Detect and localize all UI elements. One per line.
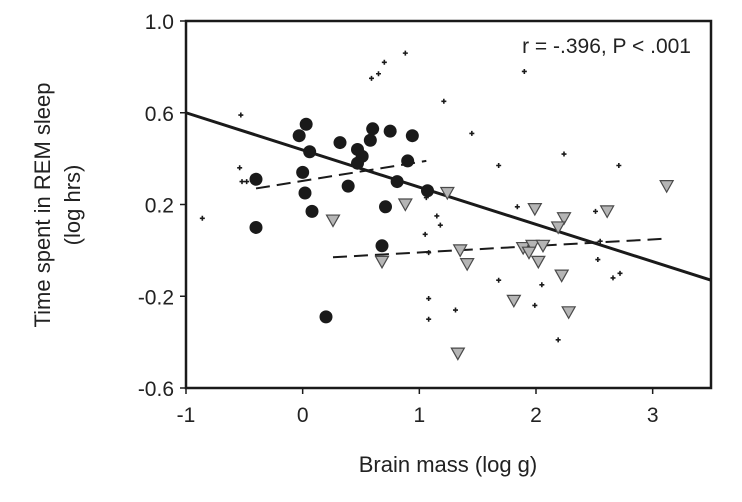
circle-point	[366, 122, 380, 136]
cross-point	[539, 282, 545, 288]
circles-series	[249, 117, 434, 324]
cross-point	[199, 215, 205, 221]
circle-point	[390, 175, 404, 189]
circle-point	[299, 117, 313, 131]
circle-point	[298, 186, 312, 200]
cross-point	[561, 151, 567, 157]
cross-point	[369, 75, 374, 81]
x-tick-label: 1	[413, 404, 425, 427]
triangle-point	[527, 202, 543, 217]
cross-point	[381, 59, 387, 65]
triangle-point	[556, 212, 572, 226]
triangle-point	[554, 269, 570, 283]
correlation-annotation: r = -.396, P < .001	[522, 35, 691, 58]
cross-point	[423, 195, 429, 201]
cross-point	[496, 163, 502, 169]
x-tick-label: 0	[297, 404, 309, 427]
triangle-point	[439, 186, 455, 201]
y-tick-label: 0.6	[145, 103, 174, 126]
triangle-point	[325, 214, 341, 228]
cross-point	[422, 231, 428, 237]
circles-regression-line	[255, 159, 427, 190]
cross-point	[595, 257, 601, 263]
cross-point	[237, 165, 243, 171]
triangle-point	[452, 244, 468, 258]
circle-point	[305, 204, 319, 218]
x-axis-title: Brain mass (log g)	[359, 452, 538, 477]
plot-frame	[184, 19, 713, 390]
triangle-point	[524, 239, 541, 254]
y-tick-label: 0.2	[145, 195, 174, 218]
cross-point	[469, 130, 475, 136]
y-axis-title-line2: (log hrs)	[60, 165, 85, 246]
y-tick-label: -0.6	[138, 378, 174, 401]
circle-point	[375, 239, 389, 253]
triangle-point	[459, 258, 475, 272]
circle-point	[401, 154, 415, 168]
cross-point	[376, 71, 381, 77]
cross-point	[407, 130, 413, 136]
circle-point	[405, 129, 419, 143]
circle-point	[363, 133, 377, 147]
circle-point	[303, 145, 317, 159]
cross-point	[434, 213, 440, 219]
cross-point	[437, 222, 443, 228]
cross-point	[532, 302, 538, 308]
triangle-point	[659, 180, 675, 194]
cross-point	[597, 238, 603, 244]
cross-point	[453, 307, 458, 313]
circle-point	[341, 179, 355, 193]
cross-point	[426, 316, 432, 322]
y-axis-ticks: 1.0 0.6 0.2 -0.2 -0.6	[138, 11, 186, 401]
triangle-point	[561, 306, 577, 320]
circle-point	[249, 172, 263, 186]
circle-point	[249, 220, 263, 234]
data-points	[199, 50, 675, 361]
triangle-point	[521, 246, 537, 260]
cross-point	[555, 337, 561, 343]
cross-point	[441, 98, 447, 104]
x-axis-ticks: -1 0 1 2 3	[177, 388, 659, 427]
cross-point	[426, 250, 432, 256]
cross-point	[496, 277, 502, 283]
cross-point	[244, 179, 250, 185]
triangle-point	[450, 347, 466, 361]
triangle-point	[599, 205, 615, 219]
cross-point	[402, 50, 408, 56]
x-tick-label: -1	[177, 404, 196, 427]
cross-point	[616, 163, 622, 169]
x-tick-label: 2	[530, 404, 542, 427]
triangle-point	[374, 255, 390, 270]
circle-point	[379, 200, 392, 214]
y-axis-title-line1: Time spent in REM sleep	[30, 83, 55, 328]
triangles-series	[325, 180, 675, 361]
triangle-point	[535, 239, 551, 254]
triangle-point	[550, 221, 566, 235]
cross-point	[617, 270, 623, 276]
x-tick-label: 3	[647, 404, 659, 427]
circle-point	[333, 136, 347, 150]
circle-point	[421, 184, 434, 198]
plot-border	[184, 19, 713, 390]
cross-point	[238, 112, 244, 118]
triangle-point	[506, 294, 522, 309]
y-tick-label: 1.0	[145, 11, 174, 34]
cross-point	[593, 208, 598, 214]
y-tick-label: -0.2	[138, 286, 174, 309]
circle-point	[351, 156, 364, 170]
circle-point	[319, 310, 333, 324]
circle-point	[383, 124, 397, 138]
cross-point	[514, 204, 520, 210]
triangle-point	[530, 255, 546, 270]
cross-point	[521, 68, 527, 74]
triangle-point	[397, 198, 413, 212]
circle-point	[296, 165, 310, 179]
triangles-regression-line	[332, 237, 663, 259]
cross-point	[610, 275, 616, 281]
crosses-series	[199, 50, 623, 343]
cross-point	[426, 296, 432, 302]
circle-point	[292, 129, 306, 143]
cross-point	[239, 179, 245, 185]
